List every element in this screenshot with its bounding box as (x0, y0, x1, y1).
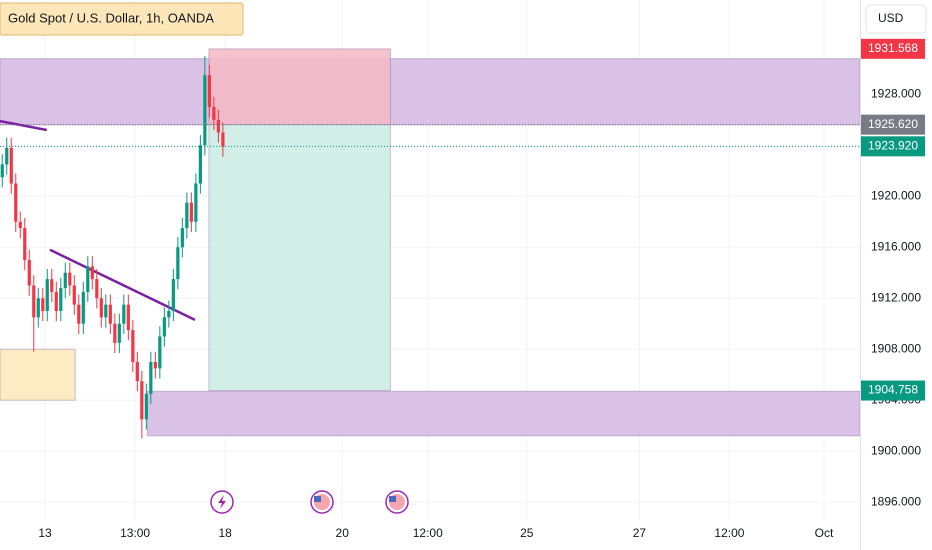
candle-body (194, 183, 198, 222)
candle-body (185, 202, 189, 229)
x-tick-label: 12:00 (714, 526, 744, 540)
currency[interactable]: USD (878, 11, 904, 25)
y-tick-label: 1900.000 (871, 443, 921, 457)
candle-body (135, 361, 139, 382)
candle-body (90, 266, 94, 280)
candle-body (189, 202, 193, 222)
candle-body (176, 247, 180, 280)
candle-body (59, 288, 63, 311)
event-icon (310, 490, 334, 514)
candle-body (18, 221, 22, 229)
candle-body (99, 298, 103, 318)
price-label-bg (861, 114, 925, 135)
price-label-bg (861, 136, 925, 157)
trend-line (49, 248, 196, 322)
event-icon (385, 490, 409, 514)
candle-body (221, 132, 225, 147)
candle-body (68, 272, 72, 286)
candle-body (72, 285, 76, 305)
candle-body (95, 279, 99, 299)
y-tick-label: 1916.000 (871, 239, 921, 253)
candle-body (153, 361, 157, 369)
candle-body (198, 145, 202, 184)
candle-body (180, 228, 184, 248)
x-tick-label: 13 (38, 526, 52, 540)
title-box (0, 2, 244, 36)
x-tick-label: Oct (815, 526, 834, 540)
chart-title: Gold Spot / U.S. Dollar, 1h, OANDA (8, 10, 214, 25)
candle-body (36, 298, 40, 318)
y-tick-label: 1920.000 (871, 188, 921, 202)
candle-body (5, 147, 9, 165)
zone (208, 48, 391, 126)
candle-body (45, 279, 49, 311)
candle-body (113, 323, 117, 343)
candle-body (158, 336, 162, 369)
price-label: 1925.620 (868, 117, 918, 131)
price-label: 1923.920 (868, 138, 918, 152)
candle-body (32, 285, 36, 318)
zone (0, 58, 861, 126)
candle-body (23, 228, 27, 260)
zone (208, 124, 391, 392)
candle-body (27, 260, 31, 286)
y-tick-label: 1912.000 (871, 290, 921, 304)
candle-body (14, 183, 18, 222)
candle-body (77, 304, 81, 324)
x-tick-label: 20 (336, 526, 350, 540)
candle-body (63, 272, 67, 289)
price-label-bg (861, 380, 925, 401)
x-tick-label: 18 (218, 526, 232, 540)
y-tick-label: 1908.000 (871, 341, 921, 355)
candle-body (203, 75, 207, 146)
y-tick-label: 1896.000 (871, 494, 921, 508)
x-tick-label: 27 (633, 526, 647, 540)
price-label: 1931.568 (868, 41, 918, 55)
candle-body (216, 119, 220, 133)
currency-button[interactable] (865, 4, 927, 34)
candle-body (122, 304, 126, 324)
candle-body (207, 75, 211, 108)
plot-area (0, 0, 861, 520)
trend-line (0, 119, 48, 132)
candle-body (9, 147, 13, 184)
candle-body (104, 304, 108, 318)
y-tick-label: 1928.000 (871, 86, 921, 100)
zone (146, 390, 861, 437)
price-label: 1904.758 (868, 383, 918, 397)
candle-body (162, 317, 166, 337)
candle-body (126, 304, 130, 331)
candle-body (41, 298, 45, 311)
candle-body (0, 164, 4, 178)
price-label-bg (861, 38, 925, 59)
candle-body (144, 393, 148, 420)
x-tick-label: 12:00 (413, 526, 443, 540)
candle-body (117, 323, 121, 343)
candle-body (149, 361, 153, 394)
candle-body (131, 330, 135, 362)
candle-body (108, 304, 112, 324)
candle-body (86, 266, 90, 292)
candle-body (167, 310, 171, 318)
candle-body (54, 291, 58, 311)
x-tick-label: 13:00 (120, 526, 150, 540)
candle-body (81, 291, 85, 324)
candle-body (50, 279, 54, 292)
zone (0, 348, 76, 401)
x-tick-label: 25 (520, 526, 534, 540)
candle-body (140, 381, 144, 420)
event-icon (210, 490, 234, 514)
candle-body (212, 107, 216, 120)
candle-body (171, 279, 175, 311)
